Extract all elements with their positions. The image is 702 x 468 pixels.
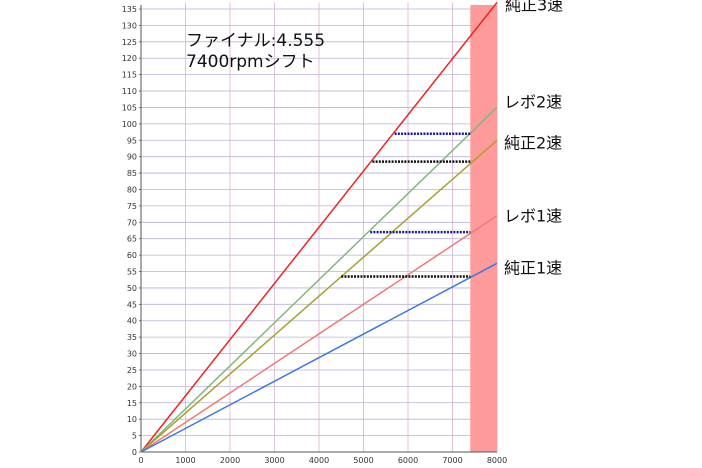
series-label: 純正2速: [504, 133, 562, 152]
y-tick-label: 115: [122, 71, 137, 80]
series-lines: [140, 1, 498, 453]
series-label: レボ1速: [504, 207, 562, 226]
y-tick-label: 85: [127, 169, 137, 178]
shift-markers: [341, 132, 471, 278]
x-tick-label: 4000: [309, 456, 329, 465]
y-tick-label: 135: [122, 5, 137, 14]
annotation-shift-rpm: 7400rpmシフト: [186, 52, 315, 72]
y-tick-label: 50: [127, 284, 137, 293]
y-tick-label: 0: [132, 448, 137, 457]
y-tick-label: 90: [127, 153, 137, 162]
tick-labels: 0 5 10 15 20 25 30 35 40 45 50 55 60 65 70 75 80 85 90 95 10…: [122, 5, 507, 465]
series-line: [140, 262, 498, 453]
y-tick-label: 125: [122, 38, 137, 47]
y-tick-label: 60: [127, 251, 137, 260]
shift-zone-band: [470, 5, 497, 452]
annotation-final-ratio: ファイナル:4.555: [186, 31, 325, 51]
y-tick-label: 15: [127, 399, 137, 408]
series-line: [140, 139, 498, 453]
shift-zone: [470, 5, 497, 452]
y-tick-label: 105: [122, 103, 137, 112]
y-tick-label: 110: [122, 87, 137, 96]
x-tick-label: 7000: [442, 456, 462, 465]
y-tick-label: 35: [127, 333, 137, 342]
y-tick-label: 10: [127, 415, 137, 424]
series-line: [140, 1, 498, 453]
y-tick-label: 55: [127, 268, 137, 277]
y-tick-label: 40: [127, 317, 137, 326]
x-tick-label: 8000: [487, 456, 507, 465]
y-tick-label: 100: [122, 120, 137, 129]
y-tick-label: 130: [122, 21, 137, 30]
y-tick-label: 25: [127, 366, 137, 375]
y-tick-label: 120: [122, 54, 137, 63]
y-tick-label: 75: [127, 202, 137, 211]
y-tick-label: 45: [127, 300, 137, 309]
series-label: 純正3速: [505, 0, 563, 14]
y-tick-label: 65: [127, 235, 137, 244]
y-tick-label: 70: [127, 218, 137, 227]
x-tick-label: 3000: [264, 456, 284, 465]
series-label: 純正1速: [504, 258, 562, 277]
series-label: レボ2速: [504, 92, 562, 111]
y-tick-label: 5: [132, 432, 137, 441]
x-tick-label: 0: [138, 456, 143, 465]
x-tick-label: 5000: [353, 456, 373, 465]
y-tick-label: 80: [127, 185, 137, 194]
series-line: [140, 215, 498, 453]
y-tick-label: 95: [127, 136, 137, 145]
x-tick-label: 2000: [220, 456, 240, 465]
x-tick-label: 1000: [175, 456, 195, 465]
axes: [140, 5, 497, 453]
x-tick-label: 6000: [398, 456, 418, 465]
y-tick-label: 30: [127, 350, 137, 359]
series-line: [140, 106, 498, 453]
y-tick-label: 20: [127, 382, 137, 391]
